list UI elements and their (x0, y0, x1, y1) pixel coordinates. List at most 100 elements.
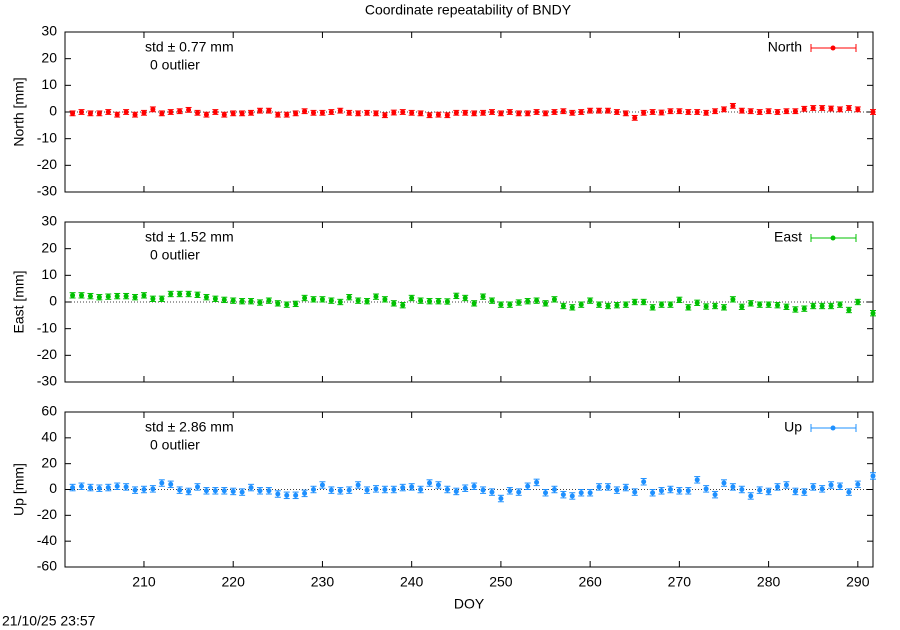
point (230, 298, 236, 304)
point (257, 488, 263, 494)
point (123, 109, 129, 115)
point (373, 294, 379, 300)
point (641, 479, 647, 485)
point (534, 479, 540, 485)
point (186, 107, 192, 113)
point (141, 487, 147, 492)
point (453, 110, 459, 116)
point (766, 302, 772, 308)
y-tick-label: 0 (49, 103, 57, 119)
point (730, 296, 736, 302)
point (712, 108, 718, 114)
point (266, 298, 272, 304)
point (186, 291, 192, 297)
point (685, 304, 691, 310)
point (328, 109, 334, 115)
point (168, 291, 174, 297)
y-tick-label: 20 (41, 49, 57, 65)
point (132, 112, 138, 118)
point (855, 106, 861, 112)
point (70, 485, 76, 491)
point (444, 487, 450, 492)
point (302, 295, 308, 301)
point (195, 484, 201, 490)
point (221, 297, 227, 303)
point (409, 110, 415, 116)
point (659, 488, 665, 494)
y-tick-label: 30 (41, 213, 57, 229)
y-tick-label: 40 (41, 429, 57, 445)
point (480, 110, 486, 116)
point (739, 108, 745, 114)
point (284, 112, 290, 118)
point (195, 292, 201, 298)
point (739, 304, 745, 310)
point (569, 110, 575, 116)
point (132, 294, 138, 300)
point (623, 485, 629, 491)
point (364, 110, 370, 116)
point (346, 487, 352, 493)
point (783, 304, 789, 310)
point (480, 487, 486, 493)
point (427, 298, 433, 304)
legend-label: North (768, 39, 802, 55)
point (195, 110, 201, 116)
point (516, 110, 522, 116)
point (846, 307, 852, 313)
point (757, 109, 763, 115)
point (141, 110, 147, 116)
point (641, 110, 647, 116)
point (730, 103, 736, 109)
point (498, 302, 504, 308)
point (792, 108, 798, 114)
point (605, 303, 611, 309)
point (293, 110, 299, 116)
point (685, 488, 691, 494)
point (569, 493, 575, 499)
point (221, 112, 227, 118)
point (382, 487, 388, 492)
point (578, 490, 584, 496)
point (177, 108, 183, 114)
point (712, 492, 718, 498)
point (221, 488, 227, 494)
point (870, 473, 876, 479)
point (855, 299, 861, 305)
point (212, 296, 218, 302)
point (703, 486, 709, 492)
point (685, 109, 691, 115)
point (828, 482, 834, 488)
y-tick-label: 20 (41, 454, 57, 470)
point (203, 294, 209, 300)
point (409, 484, 415, 490)
point (605, 484, 611, 490)
point (525, 483, 531, 489)
y-tick-label: -30 (37, 183, 57, 199)
point (346, 294, 352, 300)
point (819, 486, 825, 492)
annotation: std ± 2.86 mm (145, 419, 234, 435)
x-tick-label: 220 (222, 574, 246, 590)
timestamp: 21/10/25 23:57 (2, 613, 96, 629)
point (721, 106, 727, 112)
point (302, 108, 308, 114)
point (462, 110, 468, 116)
point (150, 486, 156, 492)
point (444, 112, 450, 118)
point (203, 488, 209, 494)
point (248, 485, 254, 491)
x-tick-label: 250 (489, 574, 513, 590)
point (578, 302, 584, 308)
point (418, 487, 424, 492)
legend-label: East (774, 229, 802, 245)
y-tick-label: -20 (37, 346, 57, 362)
point (819, 303, 825, 309)
x-axis-label: DOY (454, 596, 485, 612)
point (551, 296, 557, 302)
point (150, 106, 156, 112)
point (694, 109, 700, 115)
point (721, 304, 727, 310)
legend-marker (830, 425, 836, 431)
